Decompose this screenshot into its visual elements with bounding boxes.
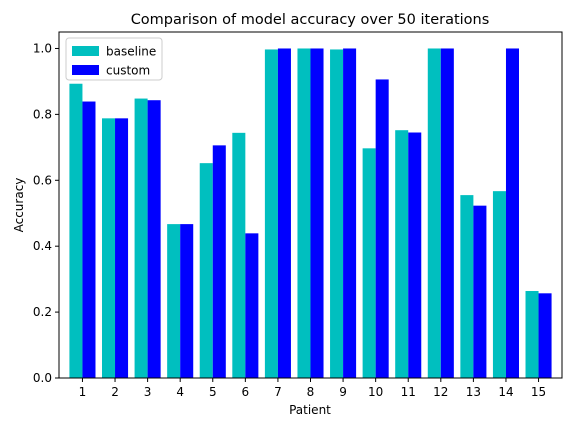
bar-baseline-14 <box>492 191 506 378</box>
bar-custom-6 <box>245 233 259 378</box>
chart-title: Comparison of model accuracy over 50 ite… <box>131 12 490 28</box>
bar-custom-14 <box>505 48 519 378</box>
bar-custom-1 <box>82 101 96 378</box>
x-tick-label: 1 <box>79 385 87 399</box>
bar-custom-4 <box>180 224 194 378</box>
legend: baseline custom <box>65 37 163 81</box>
legend-swatch-custom <box>72 65 99 75</box>
x-tick-label: 9 <box>339 385 347 399</box>
legend-swatch-baseline <box>72 46 99 56</box>
bar-baseline-12 <box>427 48 441 378</box>
bar-baseline-15 <box>525 291 539 378</box>
bar-baseline-6 <box>232 132 246 378</box>
bar-baseline-4 <box>167 224 181 378</box>
bar-custom-7 <box>277 48 291 378</box>
x-tick-label: 8 <box>307 385 315 399</box>
bar-custom-8 <box>310 48 324 378</box>
y-axis: 0.0 0.2 0.4 0.6 0.8 1.0 <box>33 41 59 385</box>
x-tick-label: 13 <box>466 385 481 399</box>
y-tick-label: 0.8 <box>33 107 52 121</box>
bar-custom-15 <box>538 293 552 378</box>
y-tick-label: 0.2 <box>33 305 52 319</box>
x-tick-label: 7 <box>274 385 282 399</box>
legend-label-custom: custom <box>106 64 150 78</box>
bar-custom-5 <box>212 145 226 378</box>
bar-custom-2 <box>115 118 129 378</box>
y-axis-title: Accuracy <box>12 178 26 233</box>
x-tick-label: 4 <box>176 385 184 399</box>
bar-custom-11 <box>408 132 422 378</box>
bar-baseline-7 <box>264 49 278 379</box>
bar-baseline-3 <box>134 98 148 378</box>
x-axis: 1 2 3 4 5 6 7 8 9 10 11 12 13 14 15 <box>79 378 546 399</box>
bar-custom-3 <box>147 100 161 379</box>
x-tick-label: 10 <box>368 385 383 399</box>
x-axis-title: Patient <box>289 403 331 417</box>
bar-baseline-5 <box>199 163 213 378</box>
x-tick-label: 15 <box>531 385 546 399</box>
bar-custom-9 <box>343 48 357 378</box>
y-tick-label: 0.6 <box>33 173 52 187</box>
x-tick-label: 12 <box>433 385 448 399</box>
x-tick-label: 6 <box>242 385 250 399</box>
bar-baseline-2 <box>102 118 116 378</box>
bar-baseline-10 <box>362 148 376 378</box>
bar-baseline-9 <box>330 49 344 379</box>
y-tick-label: 1.0 <box>33 41 52 55</box>
y-tick-label: 0.0 <box>33 371 52 385</box>
bar-baseline-13 <box>460 195 474 378</box>
legend-label-baseline: baseline <box>106 45 156 59</box>
bar-custom-10 <box>375 79 389 378</box>
bar-baseline-11 <box>395 130 409 378</box>
bar-custom-13 <box>473 205 487 378</box>
bar-baseline-1 <box>69 83 83 379</box>
x-tick-label: 3 <box>144 385 152 399</box>
bar-custom-12 <box>440 48 454 378</box>
x-tick-label: 2 <box>111 385 119 399</box>
x-tick-label: 11 <box>401 385 416 399</box>
x-tick-label: 14 <box>498 385 513 399</box>
bars-group <box>69 48 552 379</box>
x-tick-label: 5 <box>209 385 217 399</box>
y-tick-label: 0.4 <box>33 239 52 253</box>
bar-baseline-8 <box>297 48 311 378</box>
